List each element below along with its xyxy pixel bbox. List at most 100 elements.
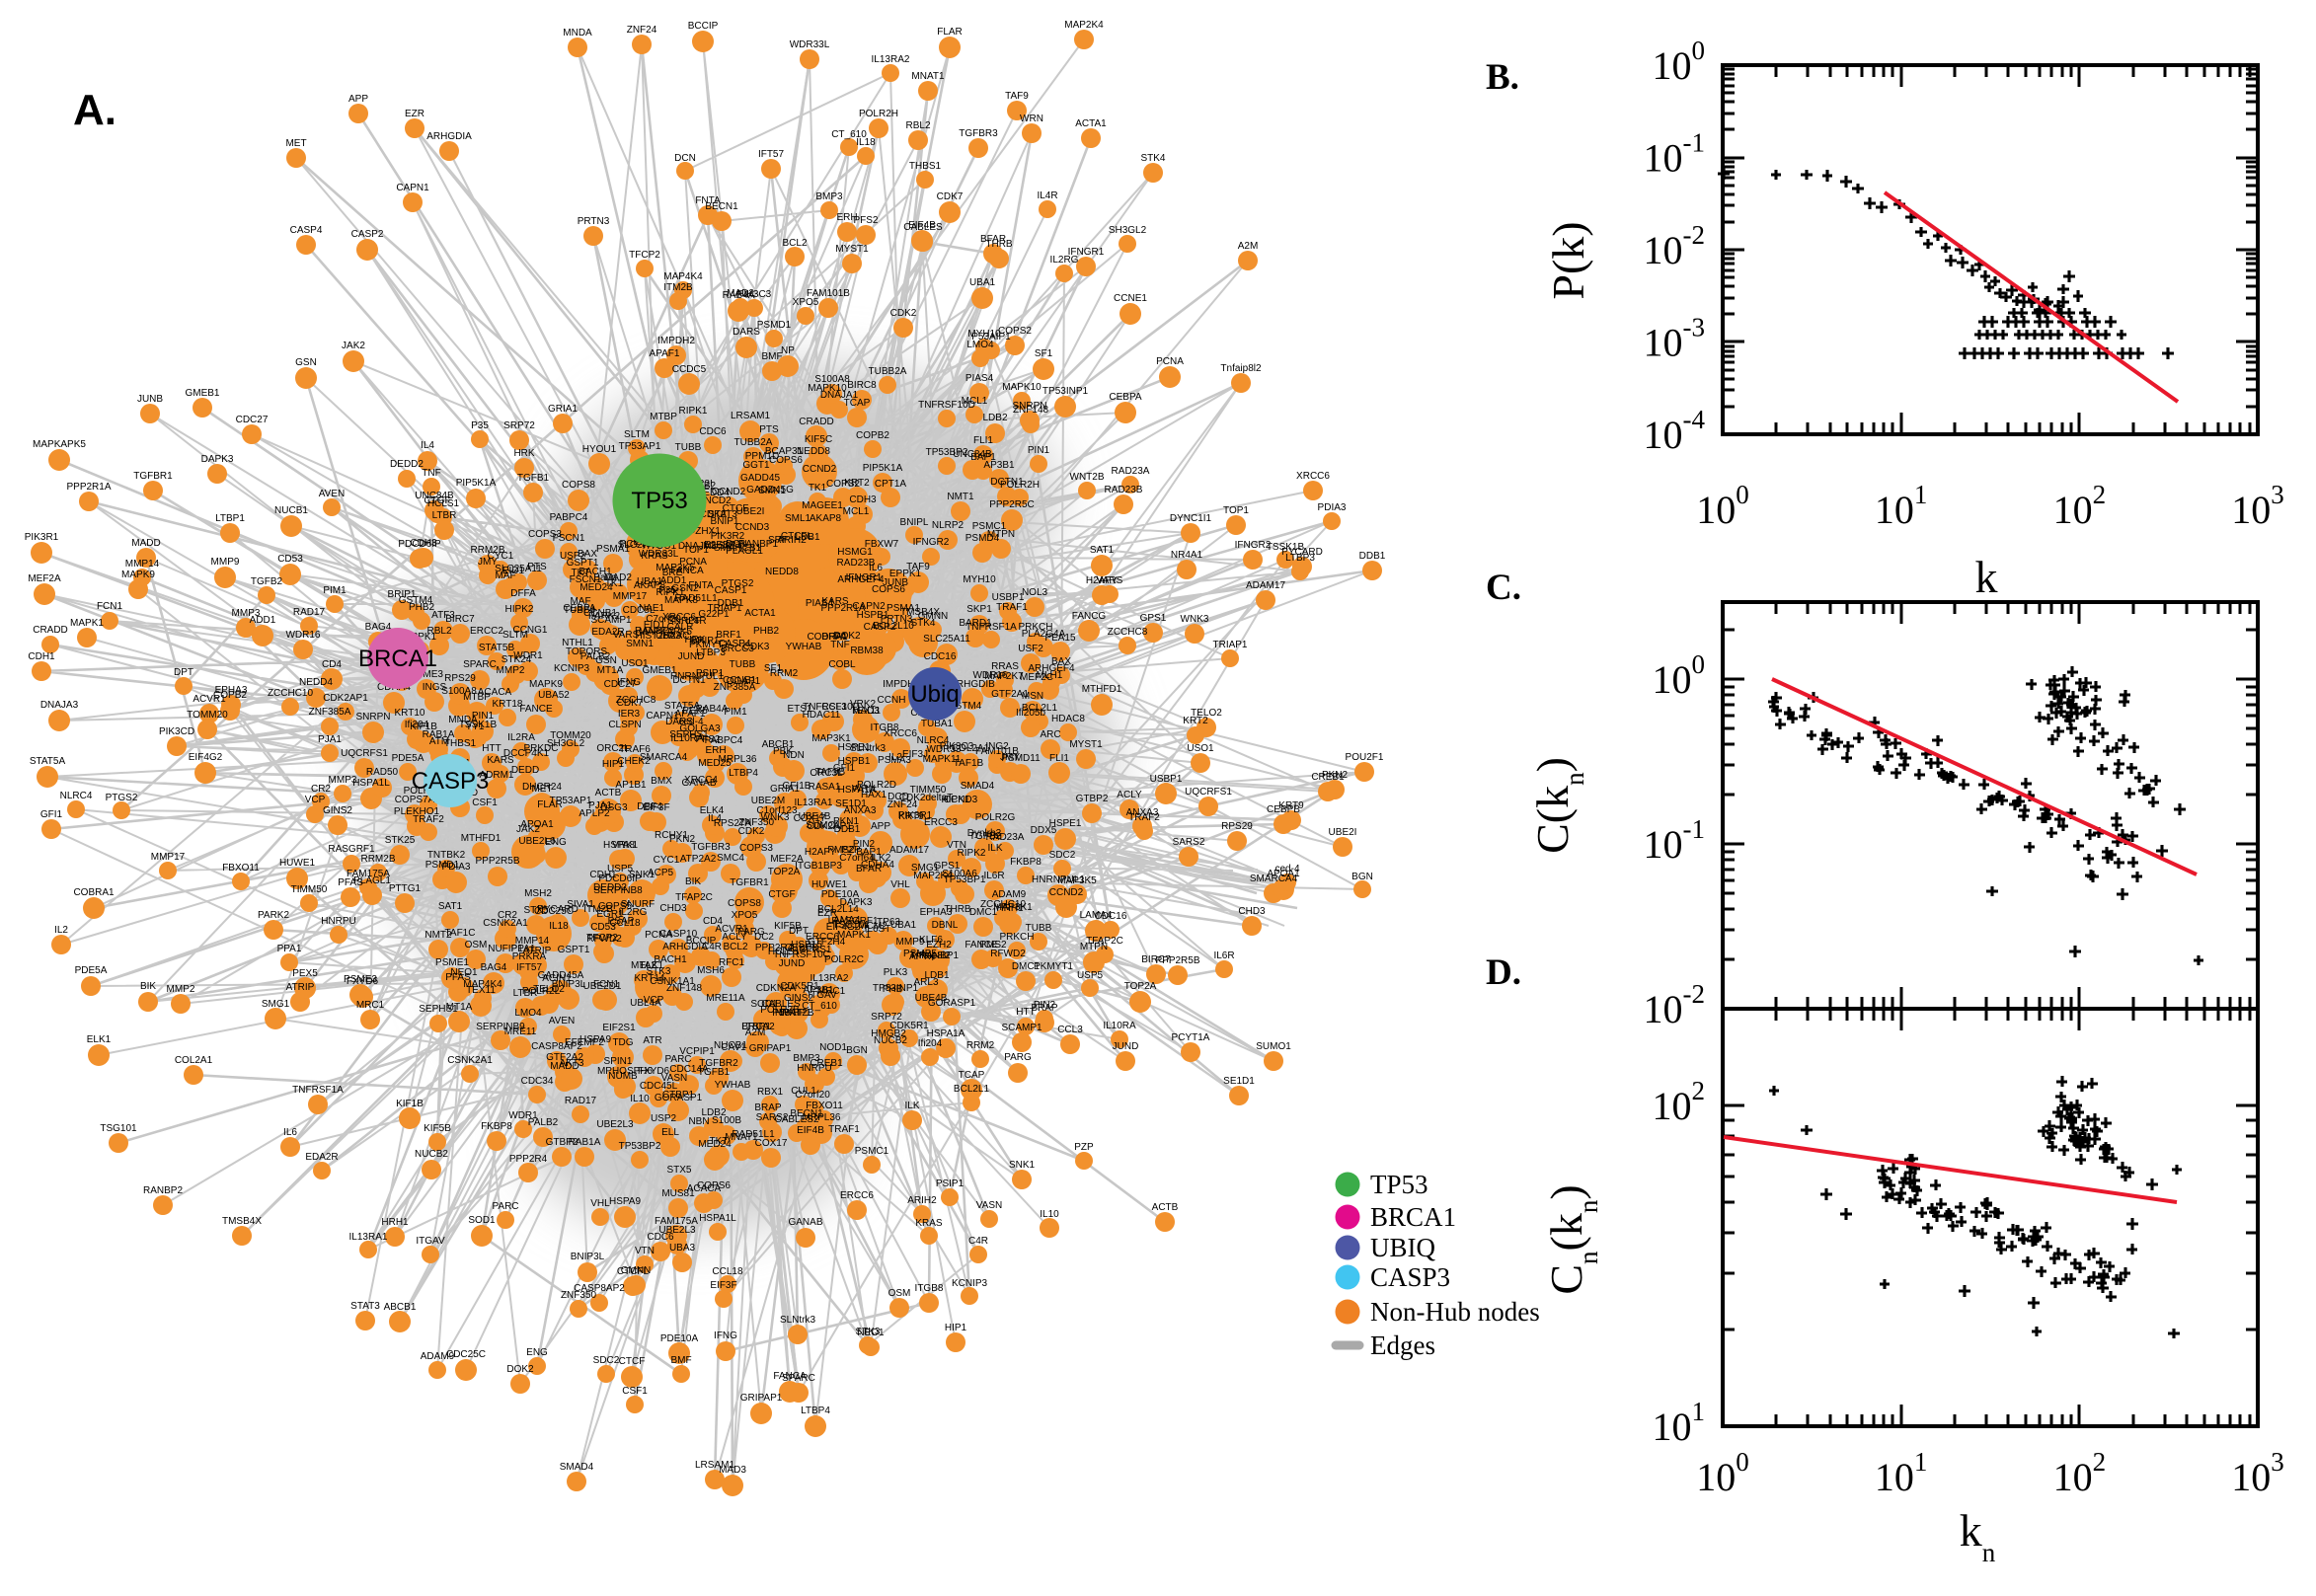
svg-text:MRC1: MRC1 [356,1000,385,1011]
svg-text:ARHGDIA: ARHGDIA [662,942,708,952]
svg-text:MAP2K4: MAP2K4 [913,871,953,881]
svg-text:FLAR: FLAR [537,799,563,810]
svg-text:BRIP1: BRIP1 [388,589,417,600]
svg-text:ENG: ENG [545,837,567,848]
svg-text:ABCB1: ABCB1 [384,1302,417,1313]
svg-text:MAPK9: MAPK9 [529,679,563,690]
svg-text:SE1D1: SE1D1 [1223,1076,1255,1087]
svg-text:RRM2: RRM2 [966,1040,995,1051]
svg-text:CSNK2A1: CSNK2A1 [447,1055,493,1066]
svg-text:MNAT1: MNAT1 [725,1132,758,1143]
svg-text:CASP3: CASP3 [412,768,490,795]
svg-text:EIF3J: EIF3J [902,749,928,760]
svg-text:HTT: HTT [482,743,501,754]
svg-text:SH3GL2: SH3GL2 [1109,225,1147,236]
svg-text:RBL2: RBL2 [426,626,451,637]
svg-text:IL10: IL10 [630,1094,650,1104]
svg-text:DCTN1: DCTN1 [672,675,706,686]
svg-text:CDC14A: CDC14A [669,1064,709,1075]
svg-text:P53AIP1: P53AIP1 [971,332,1011,342]
svg-text:PZP: PZP [841,845,861,856]
svg-text:UNC84B: UNC84B [415,491,454,501]
svg-text:TFAP2C: TFAP2C [1086,936,1123,947]
svg-text:COPS6: COPS6 [697,1180,731,1191]
svg-text:USP15: USP15 [791,940,822,950]
svg-text:RFWD2: RFWD2 [990,949,1026,959]
svg-text:BMP3: BMP3 [793,1053,820,1064]
svg-text:VARS: VARS [613,630,640,641]
svg-text:RAD50: RAD50 [366,767,399,778]
svg-text:BACH1: BACH1 [579,567,612,577]
svg-text:CABLES: CABLES [903,222,943,233]
svg-text:DOK2: DOK2 [506,1364,534,1375]
svg-text:DDB1: DDB1 [1359,551,1386,562]
svg-text:P(k): P(k) [1543,221,1593,299]
svg-text:PCYT1A: PCYT1A [620,539,658,550]
svg-text:PTGS2: PTGS2 [722,578,754,589]
svg-text:POLR2L: POLR2L [522,986,561,997]
svg-text:SPARC: SPARC [463,659,497,670]
svg-text:JAK2: JAK2 [516,824,540,835]
svg-text:MMP14: MMP14 [515,936,550,947]
svg-text:PDIA3: PDIA3 [442,862,471,873]
svg-text:IFT57: IFT57 [758,149,785,160]
svg-text:HYOU1: HYOU1 [582,444,617,455]
svg-text:VTN: VTN [947,840,966,851]
svg-text:PRTN3: PRTN3 [578,216,610,227]
svg-text:VTN: VTN [635,1246,655,1256]
svg-text:NUCB1: NUCB1 [714,1040,747,1051]
svg-text:STAT5A: STAT5A [30,756,66,767]
svg-text:USP2: USP2 [560,551,586,562]
svg-text:SERPINB8: SERPINB8 [593,885,643,896]
svg-text:CASP8AP2: CASP8AP2 [531,1041,582,1052]
svg-text:MED25: MED25 [698,758,732,769]
svg-text:JUND: JUND [678,651,705,662]
svg-text:FLI1: FLI1 [1049,753,1069,764]
svg-text:GTF2A2: GTF2A2 [546,1052,583,1063]
svg-text:PIN2: PIN2 [1034,1000,1056,1011]
svg-text:NOL3: NOL3 [1022,587,1048,598]
svg-text:BCL2L1: BCL2L1 [954,1084,990,1095]
svg-text:RBL2: RBL2 [905,120,930,131]
svg-text:KIF5B: KIF5B [774,921,802,932]
svg-text:DYNC1I1: DYNC1I1 [1170,513,1212,524]
svg-text:ADD1: ADD1 [250,615,276,626]
svg-text:FAM101B: FAM101B [807,288,850,299]
svg-text:SRF: SRF [768,535,788,546]
svg-text:FANCE: FANCE [965,940,998,950]
svg-text:ITGB8: ITGB8 [871,722,899,733]
svg-text:CCND3: CCND3 [944,795,978,805]
svg-text:GRIA1: GRIA1 [548,404,578,415]
svg-text:GANAB: GANAB [681,778,716,789]
svg-text:PPP2R5C: PPP2R5C [989,499,1035,510]
svg-text:TUBB4: TUBB4 [564,605,596,616]
svg-text:C4R: C4R [702,942,722,952]
svg-text:TP53AP1: TP53AP1 [619,441,661,452]
svg-text:NUCB2: NUCB2 [874,1035,907,1046]
svg-text:TSG101: TSG101 [832,920,870,931]
svg-text:GMEB1: GMEB1 [185,388,219,399]
svg-text:ZHX1: ZHX1 [695,526,721,537]
svg-text:COPS3: COPS3 [739,843,773,854]
svg-text:COPS6: COPS6 [872,584,905,595]
svg-text:BCL2L14: BCL2L14 [817,904,859,915]
svg-text:BCL2L1: BCL2L1 [1022,703,1058,714]
svg-text:TUBB2A: TUBB2A [734,437,773,448]
svg-text:PCNA: PCNA [679,557,707,568]
svg-text:EDA2R: EDA2R [591,627,624,638]
svg-text:RASGRF1: RASGRF1 [831,916,879,927]
svg-text:CAV1: CAV1 [721,1042,746,1053]
svg-text:EID1: EID1 [644,620,666,631]
svg-text:VHL: VHL [890,879,910,890]
svg-text:HDAC11: HDAC11 [803,710,841,721]
svg-text:ILK: ILK [987,843,1002,854]
svg-text:WRN: WRN [1020,114,1043,124]
svg-text:PCNA: PCNA [1156,356,1184,367]
svg-text:ADD1: ADD1 [660,575,687,586]
svg-text:PHB2: PHB2 [753,626,780,637]
svg-text:IL10RA: IL10RA [1103,1021,1136,1031]
svg-text:RAB4A: RAB4A [696,704,729,715]
svg-text:MAPKAPK5: MAPKAPK5 [639,627,692,638]
svg-text:COPB2: COPB2 [213,690,247,701]
svg-text:CDC27: CDC27 [236,415,269,425]
